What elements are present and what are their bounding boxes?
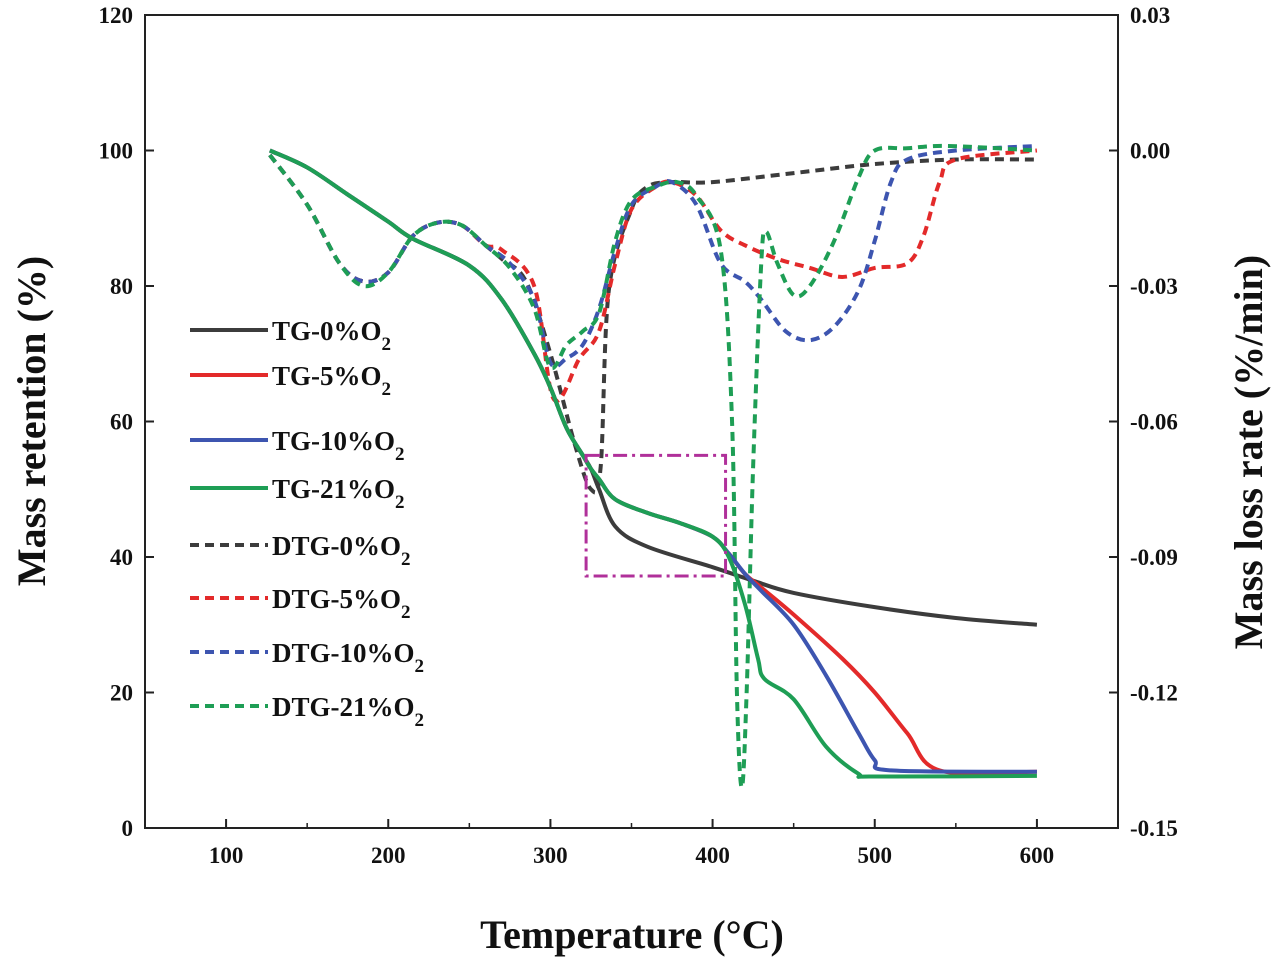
x-tick-label: 300 (533, 843, 568, 868)
y-right-tick-label: 0.03 (1130, 3, 1170, 28)
legend-label: TG-10%O2 (272, 426, 405, 465)
y-left-tick-label: 80 (110, 274, 133, 299)
series-line-dtg-10pct-o2 (268, 143, 1038, 369)
y-right-tick-label: -0.03 (1130, 274, 1178, 299)
legend-label: TG-5%O2 (272, 361, 391, 400)
y-right-tick-label: -0.06 (1130, 410, 1178, 435)
plot-area (268, 143, 1038, 790)
y-left-tick-label: 60 (110, 410, 133, 435)
legend: TG-0%O2 TG-5%O2 TG-10%O2 TG-21%O2 DTG-0%O2 DT… (190, 316, 424, 731)
legend-label: TG-21%O2 (272, 474, 405, 513)
x-tick-label: 100 (209, 843, 244, 868)
legend-label: DTG-10%O2 (272, 638, 424, 677)
x-tick-label: 500 (858, 843, 893, 868)
legend-label: TG-0%O2 (272, 316, 391, 355)
y-left-tick-label: 0 (122, 816, 134, 841)
y-right-tick-label: -0.15 (1130, 816, 1178, 841)
y-right-tick-label: -0.09 (1130, 545, 1178, 570)
x-tick-label: 200 (371, 843, 406, 868)
legend-label: DTG-5%O2 (272, 584, 411, 623)
series-line-tg-21pct-o2 (269, 148, 1037, 779)
legend-label: DTG-21%O2 (272, 692, 424, 731)
axes-ticks: 100 200 300 400 500 600 0 20 40 60 80 100 120 -0.15 -0… (99, 3, 1178, 868)
series-line-dtg-21pct-o2 (268, 143, 1038, 790)
legend-label: DTG-0%O2 (272, 531, 411, 570)
y-left-tick-label: 100 (99, 139, 134, 164)
x-tick-label: 400 (695, 843, 730, 868)
x-axis-title: Temperature (°C) (480, 912, 784, 957)
y-left-tick-label: 20 (110, 681, 133, 706)
y-left-tick-label: 120 (99, 3, 134, 28)
x-tick-label: 600 (1020, 843, 1055, 868)
y-left-axis-title: Mass retention (%) (9, 256, 54, 586)
y-right-axis-title: Mass loss rate (%/min) (1226, 255, 1271, 649)
highlight-box (584, 453, 728, 578)
y-right-tick-label: 0.00 (1130, 139, 1170, 164)
y-right-tick-label: -0.12 (1130, 681, 1178, 706)
y-left-tick-label: 40 (110, 545, 133, 570)
